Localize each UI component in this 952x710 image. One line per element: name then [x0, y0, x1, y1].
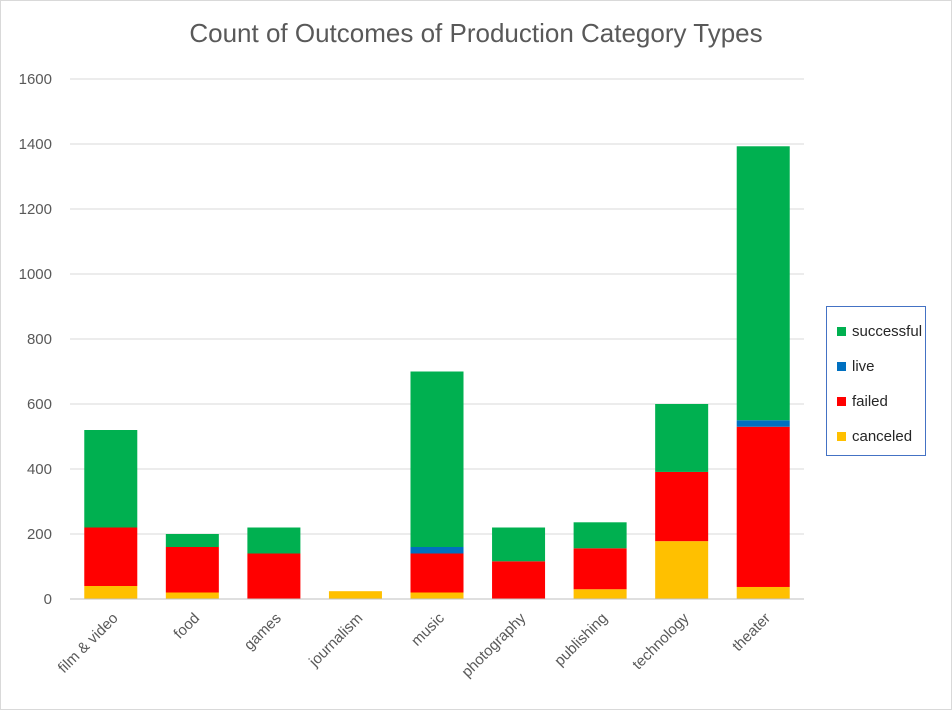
- bar-successful: [247, 527, 301, 554]
- legend-swatch: [837, 396, 846, 406]
- legend-swatch: [837, 326, 846, 336]
- x-tick-label: games: [241, 610, 285, 654]
- x-tick-label: photography: [458, 609, 529, 680]
- x-tick-label: publishing: [551, 610, 611, 670]
- bar-failed: [655, 471, 709, 542]
- bar-successful: [736, 146, 790, 421]
- bar-canceled: [328, 591, 382, 599]
- bar-canceled: [84, 586, 138, 599]
- bar-live: [410, 547, 464, 554]
- bar-canceled: [573, 589, 627, 599]
- legend-swatch: [837, 361, 846, 371]
- y-tick-label: 1400: [19, 136, 52, 153]
- legend-swatch: [837, 431, 846, 441]
- y-tick-label: 1000: [19, 266, 52, 283]
- y-tick-label: 0: [44, 591, 52, 608]
- legend-item-failed: failed: [837, 391, 888, 411]
- bar-successful: [165, 534, 219, 547]
- bar-successful: [655, 404, 709, 472]
- x-tick-label: journalism: [305, 610, 366, 671]
- x-tick-label: theater: [729, 610, 774, 655]
- x-tick-label: technology: [629, 609, 693, 673]
- bar-failed: [247, 553, 301, 599]
- bars: [84, 146, 790, 599]
- x-tick-label: food: [170, 610, 203, 643]
- x-tick-label: film & video: [55, 610, 122, 677]
- legend-label: live: [852, 357, 875, 375]
- y-tick-label: 800: [27, 331, 52, 348]
- legend-label: successful: [852, 322, 923, 340]
- bar-successful: [410, 371, 464, 547]
- bar-live: [736, 420, 790, 427]
- chart-title: Count of Outcomes of Production Category…: [189, 18, 763, 48]
- bar-failed: [736, 426, 790, 587]
- y-tick-label: 1600: [19, 71, 52, 88]
- bar-successful: [492, 527, 546, 562]
- legend-label: canceled: [852, 427, 913, 445]
- legend-label: failed: [852, 392, 888, 410]
- bar-successful: [573, 522, 627, 549]
- bar-canceled: [410, 592, 464, 599]
- bar-failed: [165, 547, 219, 593]
- bar-failed: [573, 548, 627, 590]
- legend-item-canceled: canceled: [837, 426, 912, 446]
- legend-item-live: live: [837, 356, 875, 376]
- y-tick-label: 400: [27, 461, 52, 478]
- bar-failed: [492, 561, 546, 599]
- y-tick-label: 1200: [19, 201, 52, 218]
- bar-failed: [410, 553, 464, 593]
- legend-item-successful: successful: [837, 321, 922, 341]
- bar-canceled: [655, 541, 709, 599]
- legend: successful live failed canceled: [826, 306, 926, 456]
- bar-successful: [84, 430, 138, 528]
- x-tick-label: music: [408, 609, 448, 649]
- y-tick-label: 600: [27, 396, 52, 413]
- bar-canceled: [165, 592, 219, 599]
- y-tick-label: 200: [27, 526, 52, 543]
- bar-failed: [84, 527, 138, 586]
- bar-canceled: [736, 586, 790, 599]
